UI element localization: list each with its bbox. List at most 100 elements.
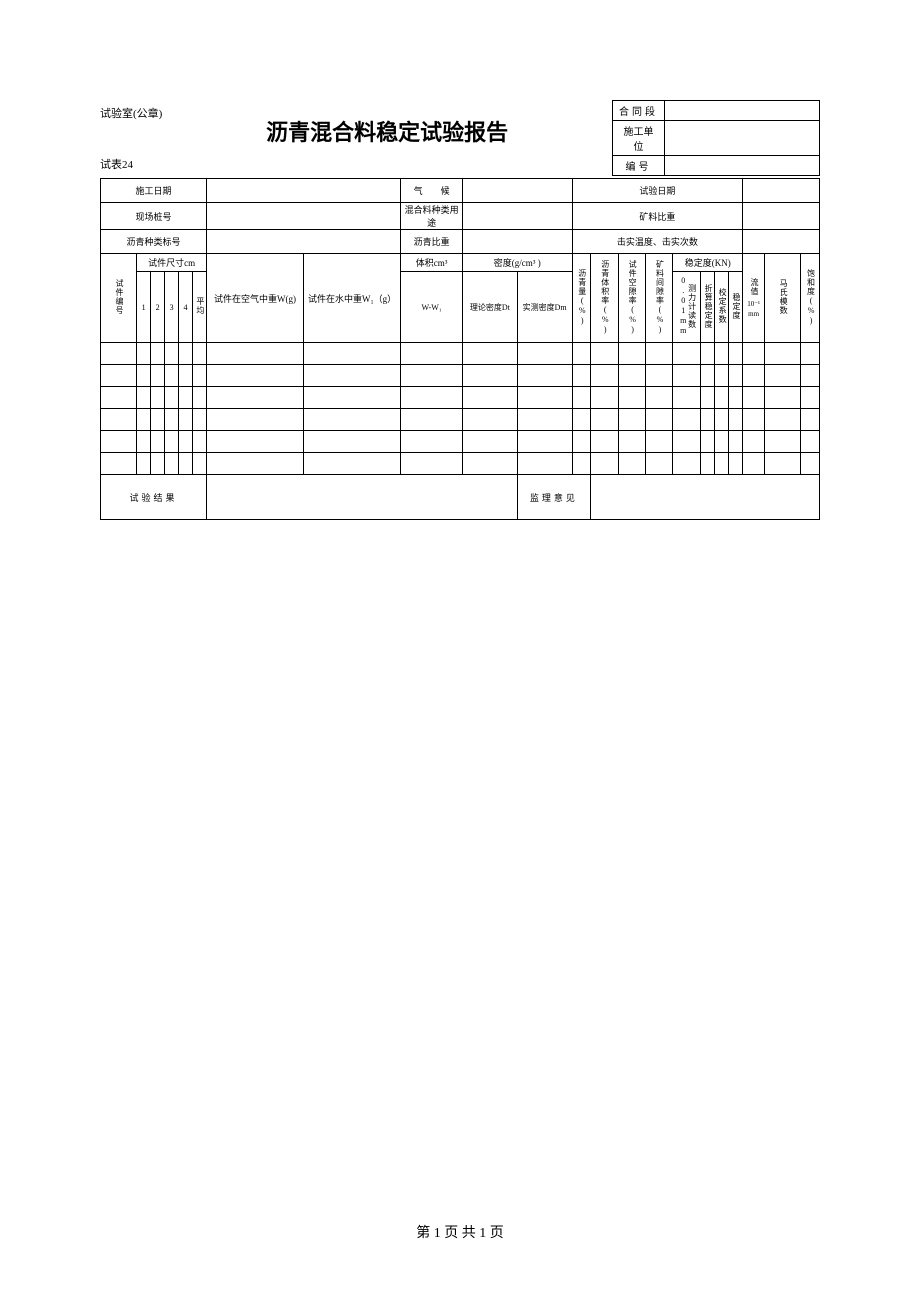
test-date-value bbox=[743, 179, 820, 203]
table-cell bbox=[137, 409, 151, 431]
density-measured-header: 实测密度Dm bbox=[517, 272, 572, 343]
avg-header: 平均 bbox=[195, 297, 204, 315]
table-cell bbox=[701, 343, 715, 365]
table-cell bbox=[517, 387, 572, 409]
table-cell bbox=[179, 453, 193, 475]
construction-date-value bbox=[206, 179, 400, 203]
table-cell bbox=[645, 343, 672, 365]
table-cell bbox=[765, 453, 801, 475]
table-cell bbox=[645, 453, 672, 475]
main-data-table: 施工日期 气 候 试验日期 现场桩号 混合料种类用途 矿料比重 沥青种类标号 沥… bbox=[100, 178, 820, 520]
table-cell bbox=[729, 365, 743, 387]
table-cell bbox=[715, 387, 729, 409]
mineral-gravity-label: 矿料比重 bbox=[572, 203, 743, 230]
table-cell bbox=[401, 431, 463, 453]
specimen-size-header: 试件尺寸cm bbox=[137, 254, 207, 272]
table-cell bbox=[743, 343, 765, 365]
table-cell bbox=[572, 431, 591, 453]
table-cell bbox=[618, 453, 645, 475]
table-row bbox=[101, 387, 820, 409]
table-cell bbox=[673, 431, 701, 453]
volume-header: 体积cm³ bbox=[401, 254, 463, 272]
table-cell bbox=[645, 387, 672, 409]
supervisor-opinion-label: 监理意见 bbox=[517, 475, 590, 520]
table-cell bbox=[729, 453, 743, 475]
table-cell bbox=[743, 409, 765, 431]
test-result-value bbox=[206, 475, 517, 520]
volume-sub-header: W-W₁ bbox=[401, 272, 463, 343]
table-cell bbox=[179, 431, 193, 453]
table-cell bbox=[462, 365, 517, 387]
table-cell bbox=[673, 387, 701, 409]
weather-value bbox=[462, 179, 572, 203]
table-cell bbox=[206, 343, 303, 365]
document-header: 试验室(公章) 试表24 沥青混合料稳定试验报告 合同段 施工单位 编号 bbox=[100, 100, 820, 176]
table-cell bbox=[151, 387, 165, 409]
table-cell bbox=[645, 365, 672, 387]
table-cell bbox=[304, 387, 401, 409]
table-cell bbox=[179, 387, 193, 409]
weight-water-header: 试件在水中重W₁（g） bbox=[304, 254, 401, 343]
table-cell bbox=[572, 365, 591, 387]
stability-header: 稳定度(KN) bbox=[673, 254, 743, 272]
marshall-header: 马氏模数 bbox=[778, 279, 787, 315]
table-cell bbox=[179, 365, 193, 387]
flow-unit: 10⁻¹ mm bbox=[747, 300, 760, 318]
table-cell bbox=[645, 409, 672, 431]
table-cell bbox=[618, 365, 645, 387]
table-cell bbox=[137, 343, 151, 365]
construction-date-label: 施工日期 bbox=[101, 179, 207, 203]
table-cell bbox=[137, 365, 151, 387]
table-cell bbox=[151, 453, 165, 475]
table-cell bbox=[715, 453, 729, 475]
table-cell bbox=[743, 365, 765, 387]
table-cell bbox=[591, 409, 618, 431]
supervisor-opinion-value bbox=[591, 475, 820, 520]
table-cell bbox=[165, 453, 179, 475]
table-cell bbox=[645, 431, 672, 453]
density-theory-header: 理论密度Dt bbox=[462, 272, 517, 343]
table-cell bbox=[179, 409, 193, 431]
table-cell bbox=[137, 431, 151, 453]
table-cell bbox=[101, 343, 137, 365]
table-cell bbox=[715, 365, 729, 387]
table-cell bbox=[801, 431, 820, 453]
table-cell bbox=[517, 453, 572, 475]
table-cell bbox=[462, 409, 517, 431]
table-cell bbox=[701, 387, 715, 409]
table-cell bbox=[765, 409, 801, 431]
table-cell bbox=[206, 431, 303, 453]
table-cell bbox=[304, 365, 401, 387]
saturation-header: 饱和度(%) bbox=[806, 269, 815, 326]
table-cell bbox=[618, 431, 645, 453]
table-cell bbox=[165, 409, 179, 431]
table-cell bbox=[101, 453, 137, 475]
table-cell bbox=[151, 365, 165, 387]
asphalt-vol-header: 沥青体积率(%) bbox=[600, 260, 609, 335]
table-cell bbox=[572, 387, 591, 409]
table-cell bbox=[729, 387, 743, 409]
table-cell bbox=[401, 365, 463, 387]
table-cell bbox=[517, 343, 572, 365]
table-cell bbox=[765, 365, 801, 387]
table-cell bbox=[193, 409, 207, 431]
table-cell bbox=[193, 431, 207, 453]
table-cell bbox=[729, 431, 743, 453]
table-cell bbox=[618, 343, 645, 365]
header-left-block: 试验室(公章) 试表24 bbox=[100, 100, 162, 174]
table-cell bbox=[304, 343, 401, 365]
table-cell bbox=[801, 365, 820, 387]
table-row bbox=[101, 365, 820, 387]
density-header: 密度(g/cm³ ) bbox=[462, 254, 572, 272]
size-2-header: 2 bbox=[151, 272, 165, 343]
table-cell bbox=[193, 365, 207, 387]
table-cell bbox=[151, 431, 165, 453]
table-cell bbox=[618, 387, 645, 409]
asphalt-content-header: 沥青量(%) bbox=[577, 269, 586, 326]
table-cell bbox=[206, 409, 303, 431]
table-cell bbox=[462, 387, 517, 409]
asphalt-type-label: 沥青种类标号 bbox=[101, 230, 207, 254]
table-cell bbox=[401, 343, 463, 365]
table-cell bbox=[801, 453, 820, 475]
size-4-header: 4 bbox=[179, 272, 193, 343]
